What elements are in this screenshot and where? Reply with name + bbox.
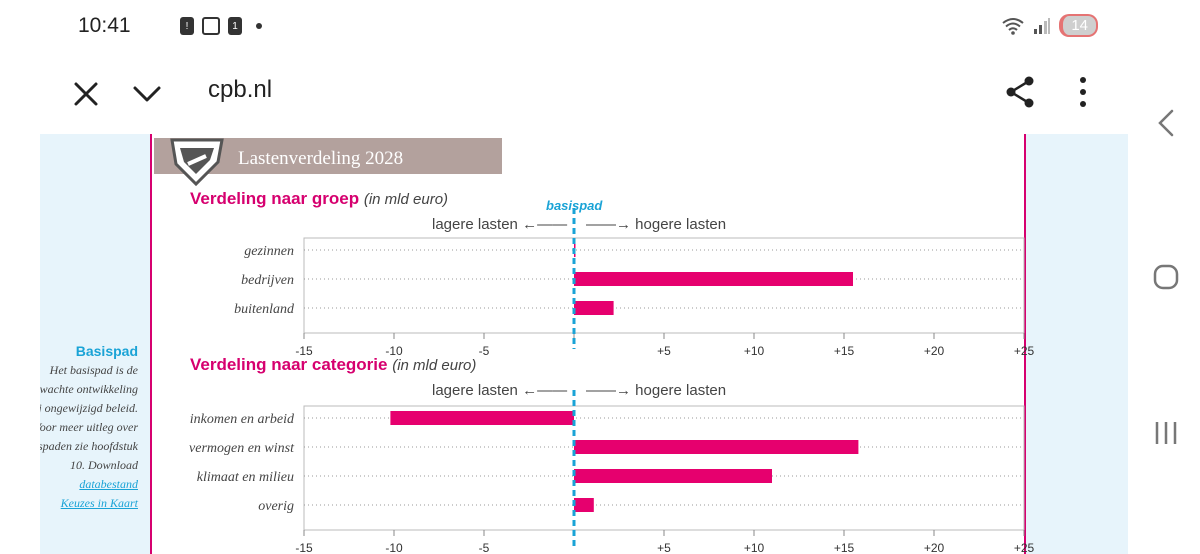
clock: 10:41 (78, 14, 131, 37)
alert-icon: ! (180, 17, 194, 35)
chart2-tick-label: +15 (834, 541, 855, 554)
chart2-higher-label: ——→ hogere lasten (586, 382, 727, 399)
chart2-bar (574, 498, 594, 512)
basispad-note-title: Basispad (75, 343, 138, 359)
chart1-tick-label: -5 (479, 344, 490, 358)
chart2-bar (390, 411, 574, 425)
recent-apps-icon[interactable] (1152, 418, 1180, 448)
chart1-tick-label: +15 (834, 344, 855, 358)
chart1-tick-label: -15 (295, 344, 313, 358)
chart1-lower-label: lagere lasten ←—— (432, 216, 568, 233)
basispad-label: basispad (546, 198, 603, 213)
more-notifications-icon (256, 23, 262, 29)
chart2-bar (574, 440, 859, 454)
chart2-title: Verdeling naar categorie (in mld euro) (190, 355, 477, 374)
signal-icon (1034, 17, 1051, 34)
close-icon[interactable] (70, 78, 102, 110)
chart2-category-label: klimaat en milieu (197, 470, 294, 485)
home-icon[interactable] (1152, 262, 1180, 292)
notification-icons: ! 1 (180, 17, 262, 35)
chart1-higher-label: ——→ hogere lasten (586, 216, 727, 233)
chart2-category-label: overig (258, 499, 294, 514)
chart1-title: Verdeling naar groep (in mld euro) (190, 189, 449, 208)
chevron-down-icon[interactable] (130, 78, 164, 110)
calendar-day-icon: 1 (228, 17, 242, 35)
chart-logo-icon (170, 138, 224, 187)
chart2-category-label: inkomen en arbeid (190, 412, 295, 427)
left-edge (0, 0, 40, 554)
chart1-tick-label: -10 (385, 344, 403, 358)
bar-charts: gezinnen bedrijven buitenland -15 -10 -5 +5 +10… (189, 208, 1035, 554)
chart2-tick-label: +25 (1014, 541, 1035, 554)
chart2-tick-label: +10 (744, 541, 765, 554)
chart2-tick-label: +5 (657, 541, 671, 554)
status-bar: 10:41 ! 1 14 (40, 0, 1128, 56)
more-options-icon[interactable] (1068, 74, 1098, 110)
chart1-category-label: bedrijven (241, 273, 294, 288)
chart1-tick-label: +25 (1014, 344, 1035, 358)
chart2-bar (574, 469, 772, 483)
keuzes-in-kaart-link[interactable]: Keuzes in Kaart (60, 496, 138, 510)
chart2-lower-label: lagere lasten ←—— (432, 382, 568, 399)
infographic-title: Lastenverdeling 2028 (238, 148, 404, 169)
browser-toolbar: cpb.nl (40, 56, 1128, 134)
wifi-icon (1002, 17, 1024, 35)
chart1-bar (574, 272, 853, 286)
chart1-tick-label: +10 (744, 344, 765, 358)
battery-indicator: 14 (1059, 14, 1098, 37)
navigation-bar (1128, 0, 1200, 554)
chart2-tick-label: +20 (924, 541, 945, 554)
basispad-note-body: Het basispad is de verwachte ontwikkelin… (40, 363, 138, 472)
share-icon[interactable] (1002, 74, 1038, 110)
chart1-category-label: gezinnen (244, 244, 294, 259)
infographic-panel: Lastenverdeling 2028 Verdeling naar groe… (150, 134, 1035, 554)
chart1-category-label: buitenland (234, 302, 295, 317)
back-icon[interactable] (1154, 108, 1178, 138)
chart2-tick-label: -10 (385, 541, 403, 554)
calendar-week-icon (202, 17, 220, 35)
chart1-tick-label: +20 (924, 344, 945, 358)
databestand-link[interactable]: databestand (79, 477, 138, 491)
url-text[interactable]: cpb.nl (208, 76, 273, 103)
system-status: 14 (1001, 14, 1098, 37)
chart2-tick-label: -15 (295, 541, 313, 554)
web-page: Basispad Het basispad is de verwachte on… (40, 134, 1128, 554)
basispad-note: Basispad Het basispad is de verwachte on… (40, 342, 138, 513)
chart2-tick-label: -5 (479, 541, 490, 554)
chart1-tick-label: +5 (657, 344, 671, 358)
chart2-category-label: vermogen en winst (189, 441, 295, 456)
chart1-bar (574, 301, 614, 315)
